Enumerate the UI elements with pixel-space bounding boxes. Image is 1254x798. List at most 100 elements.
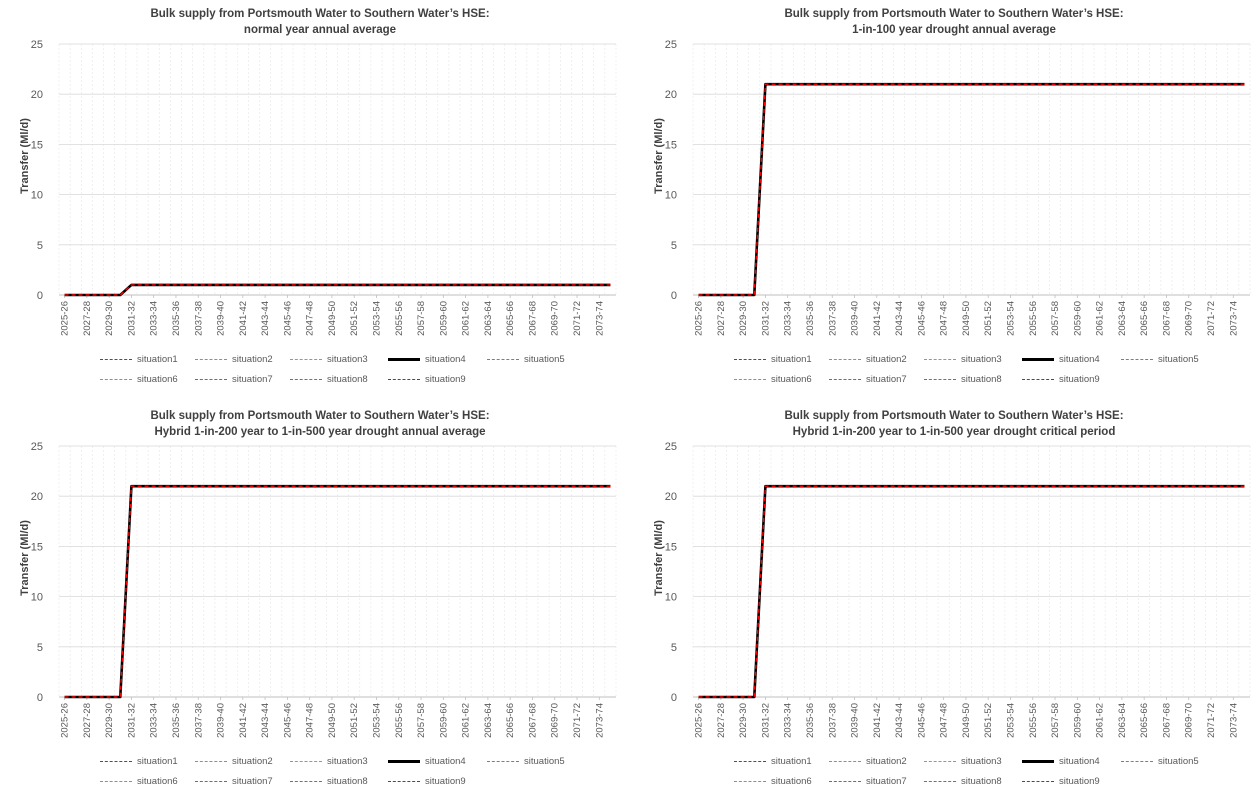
legend-item-situation9: situation9 xyxy=(1022,774,1100,788)
legend-item-situation2: situation2 xyxy=(195,754,273,768)
x-tick-label: 2069-70 xyxy=(550,703,561,738)
legend-label: situation2 xyxy=(232,755,273,767)
legend-label: situation2 xyxy=(232,353,273,365)
legend-item-situation5: situation5 xyxy=(487,352,565,366)
chart-title: Bulk supply from Portsmouth Water to Sou… xyxy=(150,410,490,422)
x-tick-label: 2063-64 xyxy=(483,703,494,738)
x-tick-label: 2071-72 xyxy=(572,703,583,738)
x-tick-label: 2055-56 xyxy=(1028,301,1039,336)
legend-swatch xyxy=(829,760,861,762)
legend-item-situation3: situation3 xyxy=(290,352,368,366)
legend-swatch xyxy=(734,378,766,380)
x-tick-label: 2031-32 xyxy=(126,301,137,336)
series-line-situation9 xyxy=(64,485,611,698)
legend-label: situation6 xyxy=(137,373,178,385)
legend-label: situation9 xyxy=(1059,775,1100,787)
x-tick-label: 2049-50 xyxy=(327,703,338,738)
legend-swatch xyxy=(100,780,132,782)
x-tick-label: 2059-60 xyxy=(1072,301,1083,336)
x-tick-label: 2069-70 xyxy=(1184,703,1195,738)
x-tick-label: 2037-38 xyxy=(827,301,838,336)
y-tick-label: 15 xyxy=(665,541,677,553)
x-tick-label: 2037-38 xyxy=(193,703,204,738)
x-tick-label: 2067-68 xyxy=(1161,703,1172,738)
x-tick-label: 2025-26 xyxy=(60,703,71,738)
x-tick-label: 2061-62 xyxy=(1095,703,1106,738)
legend-swatch xyxy=(1121,358,1153,360)
plot-area: 0 5 10 15 20 25 2025-26 2027-28 2029-30 2031-32 20… xyxy=(665,441,1251,738)
x-tick-label: 2073-74 xyxy=(1228,301,1239,336)
x-tick-label: 2029-30 xyxy=(104,703,115,738)
legend-swatch xyxy=(924,358,956,360)
legend-swatch xyxy=(829,780,861,782)
x-tick-label: 2067-68 xyxy=(1161,301,1172,336)
y-tick-label: 10 xyxy=(31,592,43,604)
legend-item-situation8: situation8 xyxy=(924,774,1002,788)
x-tick-label: 2073-74 xyxy=(1228,703,1239,738)
chart-subtitle: normal year annual average xyxy=(243,24,397,36)
x-tick-label: 2071-72 xyxy=(572,301,583,336)
x-tick-label: 2071-72 xyxy=(1206,301,1217,336)
legend-item-situation7: situation7 xyxy=(195,372,273,386)
legend-swatch xyxy=(388,357,420,361)
x-tick-label: 2055-56 xyxy=(394,703,405,738)
x-tick-label: 2047-48 xyxy=(939,301,950,336)
x-tick-label: 2057-58 xyxy=(1050,703,1061,738)
x-tick-label: 2057-58 xyxy=(1050,301,1061,336)
legend-item-situation8: situation8 xyxy=(290,774,368,788)
plot-area: 0 5 10 15 20 25 2025-26 2027-28 2029-30 2031-32 20… xyxy=(31,39,617,336)
x-tick-label: 2053-54 xyxy=(1005,301,1016,336)
y-tick-label: 5 xyxy=(37,240,43,252)
x-tick-label: 2031-32 xyxy=(126,703,137,738)
x-tick-label: 2045-46 xyxy=(282,301,293,336)
chart-title: Bulk supply from Portsmouth Water to Sou… xyxy=(784,410,1124,422)
chart-subtitle: Hybrid 1-in-200 year to 1-in-500 year dr… xyxy=(792,426,1116,438)
legend-item-situation4: situation4 xyxy=(1022,352,1100,366)
legend-swatch xyxy=(1022,357,1054,361)
x-tick-label: 2047-48 xyxy=(305,301,316,336)
x-tick-label: 2045-46 xyxy=(282,703,293,738)
legend-label: situation4 xyxy=(1059,353,1100,365)
legend-item-situation1: situation1 xyxy=(100,754,178,768)
y-tick-label: 20 xyxy=(665,491,677,503)
legend-swatch xyxy=(734,358,766,360)
legend-label: situation3 xyxy=(327,353,368,365)
chart-title: Bulk supply from Portsmouth Water to Sou… xyxy=(150,8,490,20)
legend-item-situation7: situation7 xyxy=(829,372,907,386)
y-tick-label: 10 xyxy=(665,592,677,604)
legend-swatch xyxy=(1022,378,1054,380)
legend-label: situation8 xyxy=(327,373,368,385)
legend-item-situation9: situation9 xyxy=(388,372,466,386)
x-tick-label: 2033-34 xyxy=(149,703,160,738)
x-tick-label: 2033-34 xyxy=(149,301,160,336)
y-tick-label: 15 xyxy=(665,139,677,151)
x-tick-label: 2047-48 xyxy=(305,703,316,738)
x-tick-label: 2043-44 xyxy=(260,703,271,738)
legend-label: situation4 xyxy=(425,353,466,365)
legend-item-situation5: situation5 xyxy=(1121,754,1199,768)
x-tick-label: 2025-26 xyxy=(694,301,705,336)
legend-item-situation5: situation5 xyxy=(1121,352,1199,366)
legend-label: situation4 xyxy=(1059,755,1100,767)
x-tick-label: 2055-56 xyxy=(1028,703,1039,738)
x-tick-label: 2025-26 xyxy=(694,703,705,738)
x-tick-label: 2035-36 xyxy=(171,301,182,336)
legend-label: situation5 xyxy=(524,755,565,767)
x-tick-label: 2059-60 xyxy=(438,703,449,738)
legend-label: situation6 xyxy=(771,775,812,787)
legend-label: situation6 xyxy=(137,775,178,787)
x-tick-label: 2063-64 xyxy=(1117,703,1128,738)
x-tick-label: 2043-44 xyxy=(894,301,905,336)
x-tick-label: 2071-72 xyxy=(1206,703,1217,738)
x-tick-label: 2065-66 xyxy=(1139,301,1150,336)
x-tick-label: 2067-68 xyxy=(527,301,538,336)
series-line-situation9 xyxy=(64,284,611,296)
y-tick-label: 0 xyxy=(671,290,677,302)
legend-label: situation8 xyxy=(961,373,1002,385)
x-tick-label: 2035-36 xyxy=(805,703,816,738)
legend-item-situation8: situation8 xyxy=(924,372,1002,386)
legend-swatch xyxy=(734,780,766,782)
vertical-gridlines xyxy=(58,44,617,295)
chart-title: Bulk supply from Portsmouth Water to Sou… xyxy=(784,8,1124,20)
